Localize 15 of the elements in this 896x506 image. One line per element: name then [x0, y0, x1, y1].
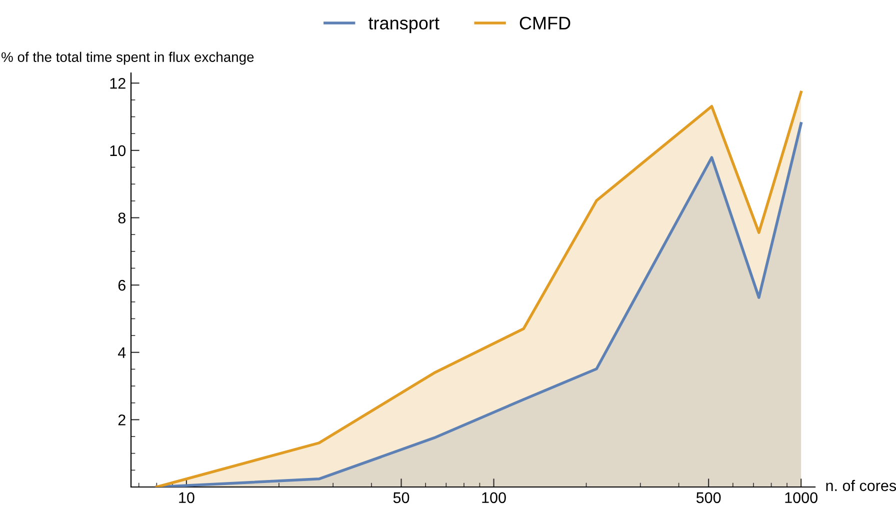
x-tick-label: 10	[179, 492, 194, 504]
x-tick-label: 1000	[785, 492, 818, 504]
y-tick-label: 10	[110, 145, 126, 156]
y-tick-label: 12	[110, 78, 126, 89]
x-axis-title: n. of cores	[826, 480, 896, 492]
x-tick-label: 500	[696, 492, 721, 504]
y-tick-label: 4	[118, 347, 126, 358]
y-tick-label: 6	[118, 280, 126, 291]
y-axis-title: % of the total time spent in flux exchange	[2, 52, 254, 65]
y-tick-label: 2	[118, 414, 126, 426]
y-tick-label: 8	[118, 212, 126, 224]
x-tick-label: 50	[393, 492, 410, 504]
x-tick-label: 100	[482, 492, 506, 504]
legend-label: transport	[368, 18, 440, 34]
legend-label: CMFD	[520, 16, 570, 30]
